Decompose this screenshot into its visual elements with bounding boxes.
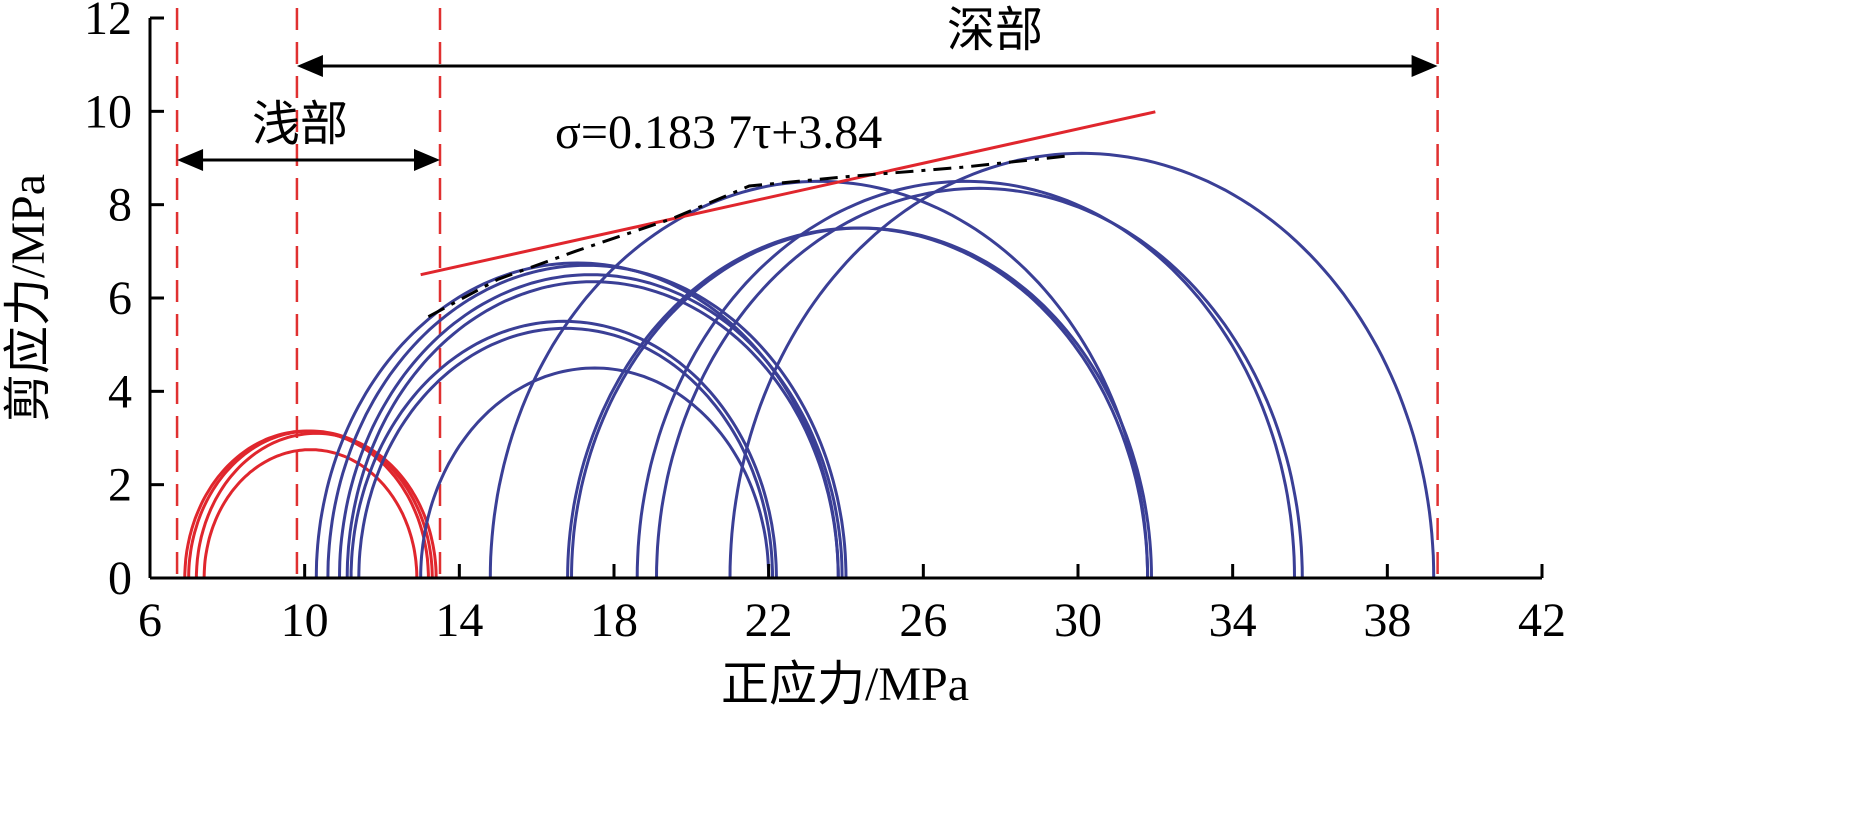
- mohr-circle-shallow-0: [183, 429, 430, 578]
- deep-range-arrow-head-left: [296, 55, 323, 77]
- fit-line: [420, 110, 1156, 277]
- mohr-circle-deep-11: [655, 186, 1304, 579]
- y-axis-title: 剪应力/MPa: [2, 174, 55, 422]
- y-tick-label-3: 6: [108, 272, 132, 325]
- boundary-lines: [175, 8, 1439, 578]
- x-tick-label-5: 26: [899, 594, 947, 647]
- axes: [148, 16, 1544, 580]
- mohr-circle-deep-3: [345, 280, 840, 579]
- x-tick-label-7: 34: [1209, 594, 1257, 647]
- x-tick-label-3: 18: [590, 594, 638, 647]
- x-tick-label-0: 6: [138, 594, 162, 647]
- envelope-line: [427, 154, 1071, 319]
- y-tick-label-0: 0: [108, 552, 132, 605]
- mohr-circle-shallow-1: [187, 429, 434, 579]
- shallow-range-label: 浅部: [252, 98, 348, 151]
- mohr-circle-deep-0: [314, 261, 840, 579]
- shallow-range-arrow-head-left: [177, 149, 204, 171]
- fit-equation: σ=0.183 7τ+3.84: [555, 106, 882, 159]
- mohr-circle-deep-2: [338, 273, 844, 579]
- y-tick-label-6: 12: [84, 0, 132, 45]
- y-tick-label-1: 2: [108, 459, 132, 512]
- mohr-circle-deep-6: [419, 366, 771, 579]
- mohr-circle-deep-8: [566, 226, 1150, 579]
- fit-lines: [420, 110, 1156, 319]
- x-tick-label-9: 42: [1518, 594, 1566, 647]
- x-tick-label-1: 10: [281, 594, 329, 647]
- y-tick-label-4: 8: [108, 179, 132, 232]
- mohr-circle-deep-7: [488, 179, 1150, 579]
- y-tick-label-5: 10: [84, 85, 132, 138]
- mohr-circles: [183, 151, 1436, 579]
- y-tick-label-2: 4: [108, 365, 132, 418]
- x-tick-label-6: 30: [1054, 594, 1102, 647]
- deep-range-label: 深部: [947, 4, 1043, 57]
- x-tick-label-2: 14: [435, 594, 483, 647]
- deep-range-arrow-head-right: [1411, 55, 1438, 77]
- mohr-circle-shallow-3: [202, 448, 419, 579]
- mohr-circle-deep-9: [570, 226, 1153, 579]
- x-axis-title: 正应力/MPa: [721, 658, 969, 711]
- x-tick-label-8: 38: [1363, 594, 1411, 647]
- mohr-circle-deep-12: [728, 151, 1436, 579]
- range-arrows: [177, 55, 1438, 171]
- shallow-range-arrow-head-right: [414, 149, 440, 171]
- axis-labels: 6 10 14 18 22 26 30 34 38 42 0 2 4 6 8 10 12: [84, 0, 1566, 647]
- mohr-circle-deep-1: [326, 263, 848, 579]
- mohr-circle-deep-10: [635, 179, 1296, 579]
- x-tick-label-4: 22: [745, 594, 793, 647]
- mohr-circle-shallow-2: [194, 431, 438, 578]
